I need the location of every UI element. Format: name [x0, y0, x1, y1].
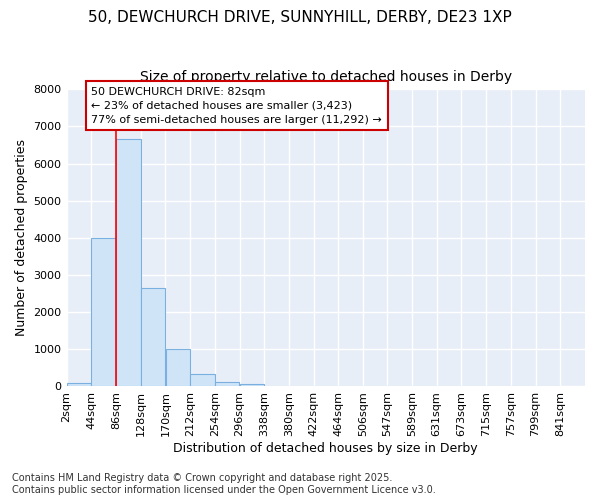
Text: Contains HM Land Registry data © Crown copyright and database right 2025.
Contai: Contains HM Land Registry data © Crown c…: [12, 474, 436, 495]
Bar: [166, 350, 190, 387]
Text: 50 DEWCHURCH DRIVE: 82sqm
← 23% of detached houses are smaller (3,423)
77% of se: 50 DEWCHURCH DRIVE: 82sqm ← 23% of detac…: [91, 86, 382, 124]
Y-axis label: Number of detached properties: Number of detached properties: [15, 140, 28, 336]
Bar: [67, 382, 91, 386]
Bar: [240, 384, 264, 386]
Bar: [91, 238, 116, 386]
Text: 50, DEWCHURCH DRIVE, SUNNYHILL, DERBY, DE23 1XP: 50, DEWCHURCH DRIVE, SUNNYHILL, DERBY, D…: [88, 10, 512, 25]
Title: Size of property relative to detached houses in Derby: Size of property relative to detached ho…: [140, 70, 512, 84]
Bar: [141, 288, 165, 386]
X-axis label: Distribution of detached houses by size in Derby: Distribution of detached houses by size …: [173, 442, 478, 455]
Bar: [215, 382, 239, 386]
Bar: [190, 374, 215, 386]
Bar: [116, 140, 140, 386]
